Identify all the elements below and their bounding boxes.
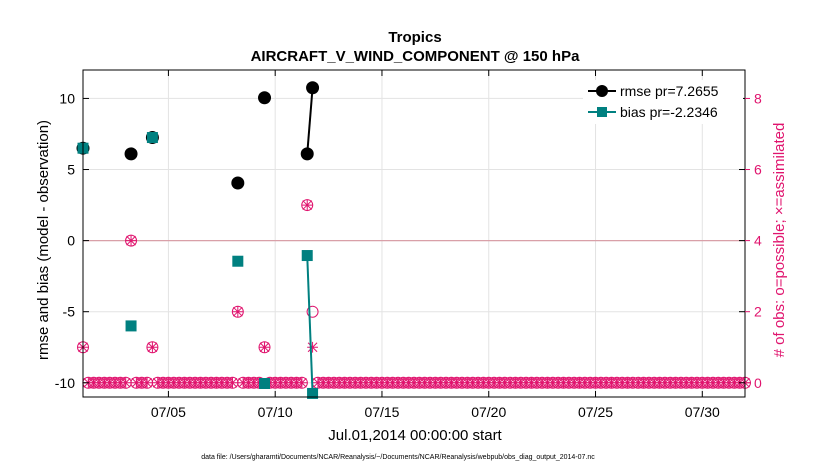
x-tick-label: 07/30: [685, 404, 720, 420]
y2-axis-label: # of obs: o=possible; ×=assimilated: [771, 123, 788, 358]
y2-tick-label: 4: [754, 233, 762, 249]
y2-tick-label: 2: [754, 304, 762, 320]
obs-count-markers: [77, 199, 751, 389]
chart-subtitle: AIRCRAFT_V_WIND_COMPONENT @ 150 hPa: [251, 48, 581, 65]
obs-assimilated-marker: [120, 377, 132, 389]
bias-point: [259, 377, 271, 389]
y-tick-label: 10: [59, 90, 75, 106]
bias-point: [146, 132, 158, 144]
obs-possible-marker: [301, 199, 314, 212]
x-tick-label: 07/05: [151, 404, 186, 420]
x-tick-label: 07/20: [471, 404, 506, 420]
left-axis-ticks: -10 -5 0 5 10: [55, 90, 745, 391]
legend-bias-marker: [597, 107, 607, 117]
obs-assimilated-marker: [147, 341, 158, 353]
obs-assimilated-marker: [141, 377, 153, 389]
plot-frame: [82, 69, 746, 398]
obs-assimilated-marker: [301, 199, 313, 211]
obs-assimilated-marker: [125, 235, 137, 247]
obs-assimilated-marker: [296, 377, 308, 389]
bias-point: [125, 320, 137, 332]
obs-possible-marker: [295, 376, 308, 389]
y2-tick-label: 6: [754, 162, 762, 178]
obs-possible-marker: [125, 234, 138, 247]
obs-possible-marker: [146, 341, 159, 354]
y-tick-label: 0: [67, 233, 75, 249]
x-axis-label: Jul.01,2014 00:00:00 start: [328, 427, 502, 444]
obs-possible-marker: [306, 305, 319, 318]
y-axis-label: rmse and bias (model - observation): [35, 120, 52, 360]
rmse-point: [124, 147, 138, 161]
bias-point: [232, 255, 244, 267]
bias-line: [306, 255, 314, 394]
x-tick-label: 07/10: [258, 404, 293, 420]
y2-tick-label: 0: [754, 375, 762, 391]
obs-assimilated-marker: [232, 306, 244, 318]
x-axis-ticks: 07/05 07/10 07/15 07/20 07/25 07/30: [151, 70, 720, 420]
rmse-point: [300, 147, 314, 161]
rmse-point: [306, 81, 320, 95]
obs-assimilated-marker: [259, 341, 270, 353]
chart-title: Tropics: [388, 29, 441, 46]
obs-possible-marker: [258, 341, 271, 354]
y-tick-label: -10: [55, 375, 75, 391]
y-tick-label: -5: [63, 304, 76, 320]
legend-rmse-label: rmse pr=7.2655: [620, 83, 719, 99]
y2-tick-label: 8: [754, 90, 762, 106]
footer-data-file: data file: /Users/gharamti/Documents/NCA…: [201, 454, 595, 461]
legend-rmse-marker: [596, 85, 608, 97]
x-tick-label: 07/25: [578, 404, 613, 420]
obs-assimilated-marker: [227, 377, 238, 389]
y-tick-label: 5: [67, 162, 75, 178]
legend-box: [583, 80, 743, 124]
obs-possible-marker: [231, 305, 244, 318]
obs-assimilated-marker: [307, 341, 318, 353]
bias-point: [307, 387, 319, 399]
rmse-point: [258, 91, 272, 105]
right-axis-ticks: 0 2 4 6 8: [745, 90, 762, 391]
rmse-point: [231, 176, 245, 190]
rmse-line: [306, 87, 314, 154]
x-tick-label: 07/15: [364, 404, 399, 420]
legend-bias-label: bias pr=-2.2346: [620, 104, 718, 120]
bias-point: [301, 250, 313, 262]
legend: rmse pr=7.2655 bias pr=-2.2346: [583, 80, 743, 124]
